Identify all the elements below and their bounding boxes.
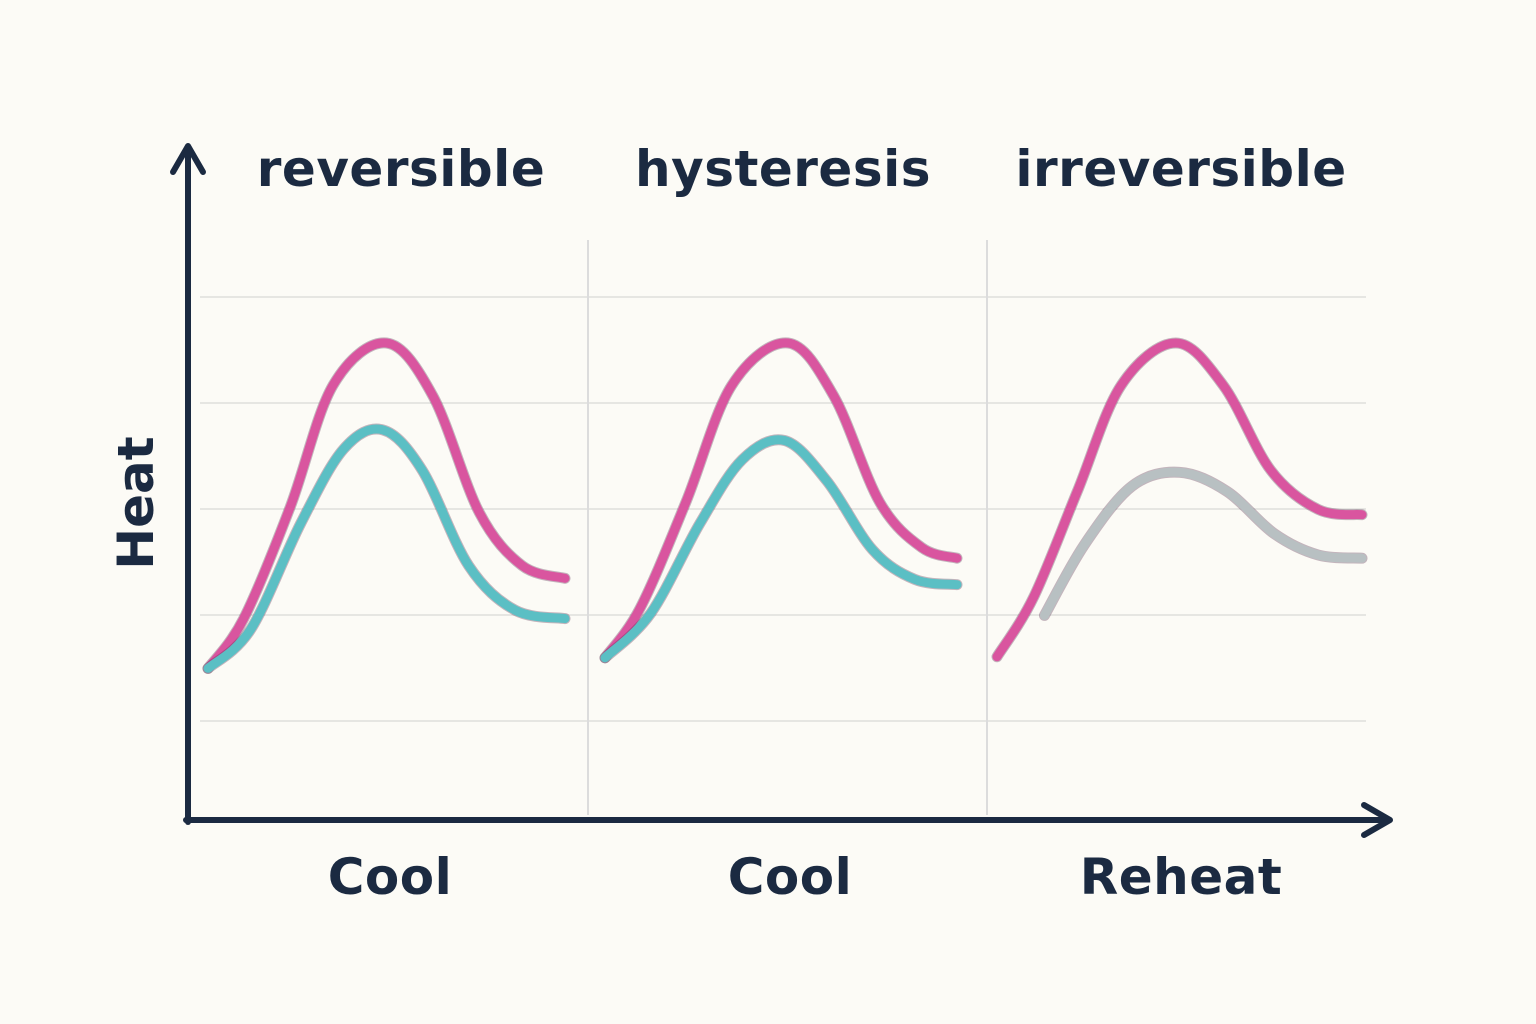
panel-2-series-1-line — [600, 338, 962, 663]
curve-outline — [599, 434, 963, 664]
panel-3-series-2-line — [992, 338, 1367, 662]
y-axis-arrow-icon — [170, 143, 206, 175]
panel-1-series-1-line — [203, 338, 570, 673]
x-label-1: Cool — [327, 848, 453, 906]
x-label-3: Reheat — [1079, 848, 1283, 906]
panel-3-series-1-line — [1039, 467, 1367, 620]
x-axis-arrow-icon — [1361, 802, 1393, 838]
x-label-2: Cool — [727, 848, 853, 906]
curve-outline — [202, 423, 571, 674]
panel-title-3: irreversible — [1015, 140, 1347, 198]
curve-outline — [1038, 466, 1368, 621]
panel-title-1: reversible — [256, 140, 546, 198]
panel-2-series-2-line — [600, 435, 962, 663]
panel-1-series-2-line — [203, 424, 570, 673]
panel-title-2: hysteresis — [635, 140, 931, 198]
y-axis-label: Heat — [107, 436, 165, 570]
